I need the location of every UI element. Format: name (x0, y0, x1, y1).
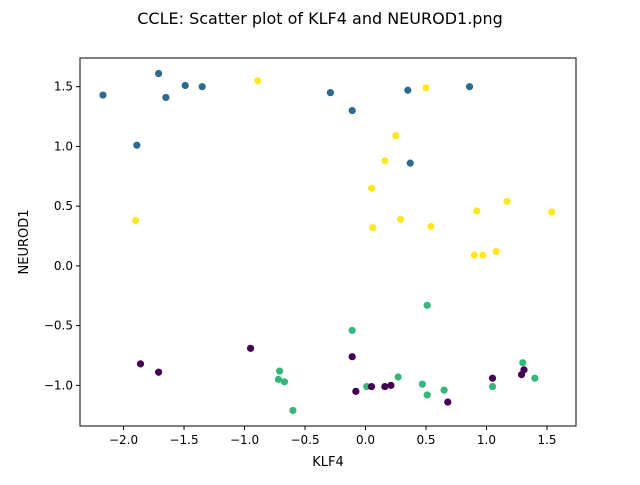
x-axis-label: KLF4 (312, 455, 344, 470)
scatter-point (254, 77, 262, 85)
scatter-point (520, 366, 528, 374)
scatter-point (381, 157, 389, 165)
plot-frame (79, 57, 577, 427)
x-tick-label: 0.5 (416, 433, 435, 447)
scatter-point (465, 83, 474, 91)
scatter-point (396, 215, 405, 223)
scatter-point (326, 89, 335, 97)
scatter-point (444, 398, 452, 406)
scatter-point (198, 83, 206, 91)
scatter-point (418, 380, 426, 388)
points-layer (99, 69, 556, 415)
scatter-point (387, 381, 395, 389)
scatter-point (348, 106, 356, 115)
scatter-point (381, 382, 389, 391)
scatter-point (519, 359, 527, 367)
x-tick-label: 1.5 (537, 433, 556, 447)
scatter-point (488, 382, 497, 391)
scatter-point (367, 184, 376, 192)
x-tick-label: −1.0 (230, 433, 259, 447)
x-tick-label: 1.0 (477, 433, 496, 447)
scatter-point (276, 367, 284, 375)
scatter-point (348, 326, 356, 335)
y-axis-label: NEUROD1 (17, 210, 32, 275)
scatter-point (422, 84, 430, 92)
scatter-point (136, 360, 145, 368)
scatter-point (369, 224, 377, 232)
scatter-point (440, 386, 448, 394)
scatter-point (162, 93, 170, 102)
y-tick-label: 0.0 (54, 259, 73, 273)
y-tick-label: −1.0 (44, 378, 73, 392)
scatter-point (479, 251, 487, 259)
scatter-point (392, 132, 400, 140)
scatter-point (406, 159, 414, 167)
scatter-point (246, 344, 255, 352)
scatter-point (492, 247, 500, 256)
scatter-point (548, 208, 556, 216)
scatter-point (470, 251, 478, 259)
scatter-point (155, 368, 163, 376)
scatter-point (427, 222, 435, 231)
scatter-point (280, 378, 289, 386)
x-tick-label: −1.5 (169, 433, 198, 447)
scatter-point (274, 375, 282, 383)
scatter-point (503, 197, 511, 205)
y-tick-label: 1.0 (54, 139, 73, 153)
scatter-point (133, 141, 141, 149)
x-tick-label: −2.0 (109, 433, 138, 447)
x-tick-label: −0.5 (290, 433, 319, 447)
scatter-point (423, 391, 431, 399)
y-tick-label: 0.5 (54, 199, 73, 213)
scatter-point (155, 69, 163, 78)
scatter-point (99, 91, 107, 99)
scatter-point (473, 207, 481, 215)
scatter-point (367, 382, 376, 391)
scatter-point (348, 353, 356, 361)
scatter-point (181, 81, 189, 90)
scatter-point (132, 216, 140, 225)
scatter-point (488, 374, 497, 382)
y-tick-label: −0.5 (44, 319, 73, 333)
chart-title: CCLE: Scatter plot of KLF4 and NEUROD1.p… (137, 9, 503, 28)
y-tick-label: 1.5 (54, 80, 73, 94)
scatter-point (404, 86, 412, 94)
scatter-point (531, 374, 539, 382)
scatter-point (352, 387, 360, 395)
x-tick-label: 0.0 (356, 433, 375, 447)
scatter-point (289, 406, 297, 415)
scatter-point (394, 373, 402, 381)
ticks-layer: −2.0 −1.5 −1.0 −0.5 0.0 0.5 1.0 1.5 −1.0 −0.5 0.0 0… (44, 80, 557, 447)
scatter-point (423, 301, 431, 309)
